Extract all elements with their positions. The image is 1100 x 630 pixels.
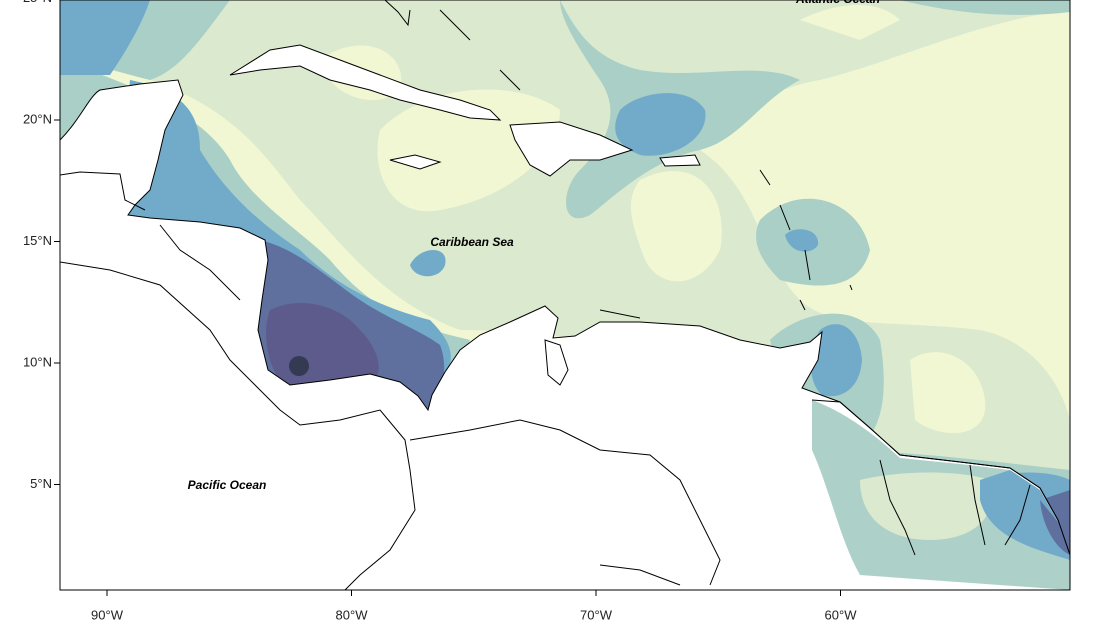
ocean-label: Caribbean Sea	[430, 235, 514, 249]
x-tick-label: 80°W	[336, 607, 369, 622]
y-tick-label: 25°N	[23, 0, 52, 5]
x-tick-label: 70°W	[580, 607, 613, 622]
y-tick-label: 5°N	[30, 476, 52, 491]
y-tick-label: 15°N	[23, 233, 52, 248]
plot-border	[59, 0, 1071, 591]
ocean-label: Atlantic Ocean	[795, 0, 880, 6]
x-tick-label: 90°W	[91, 607, 124, 622]
y-tick-label: 10°N	[23, 354, 52, 369]
contour-fill	[60, 0, 1070, 590]
ocean-label: Pacific Ocean	[188, 478, 267, 492]
y-tick-label: 20°N	[23, 111, 52, 126]
x-tick-label: 60°W	[825, 607, 858, 622]
